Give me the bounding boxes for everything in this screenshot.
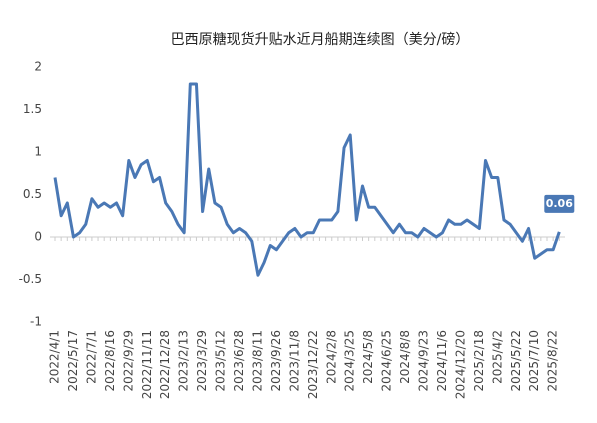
- x-tick-label: 2025/8/22: [546, 330, 560, 392]
- line: [53, 82, 561, 277]
- y-tick-label: 1.5: [23, 102, 42, 116]
- y-tick-label: 1: [34, 145, 42, 159]
- x-tick-label: 2025/4/2: [490, 330, 504, 384]
- x-tick-label: 2022/5/17: [66, 330, 80, 392]
- x-tick-label: 2025/7/10: [527, 330, 541, 392]
- x-tick-label: 2022/11/11: [140, 330, 154, 399]
- x-tick-label: 2023/6/28: [232, 330, 246, 392]
- x-tick-label: 2022/7/1: [84, 330, 98, 384]
- x-tick-label: 2023/5/12: [214, 330, 228, 392]
- x-tick-label: 2024/6/25: [380, 330, 394, 392]
- x-tick-label: 2023/12/22: [306, 330, 320, 399]
- y-tick-label: 0.5: [23, 187, 42, 201]
- value-label-box: [544, 194, 575, 213]
- x-tick-label: 2024/3/25: [343, 330, 357, 392]
- x-tick-label: 2024/12/20: [453, 330, 467, 399]
- x-tick-label: 2024/11/6: [435, 330, 449, 392]
- x-tick-label: 2024/2/8: [324, 330, 338, 384]
- x-tick-label: 2023/8/11: [250, 330, 264, 392]
- x-tick-label: 2025/5/22: [509, 330, 523, 392]
- x-tick-label: 2023/2/13: [177, 330, 191, 392]
- x-tick-label: 2022/9/29: [121, 330, 135, 392]
- x-tick-label: 2023/9/26: [269, 330, 283, 392]
- x-tick-label: 2024/9/23: [417, 330, 431, 392]
- x-tick-label: 2022/12/28: [158, 330, 172, 399]
- x-tick-label: 2023/11/8: [287, 330, 301, 392]
- x-tick-label: 2022/8/16: [103, 330, 117, 392]
- y-tick-label: -1: [30, 315, 42, 329]
- x-tick-label: 2023/3/29: [195, 330, 209, 392]
- x-tick-label: 2025/2/18: [472, 330, 486, 392]
- y-tick-label: 2: [34, 60, 42, 74]
- y-tick-label: -0.5: [19, 272, 42, 286]
- x-tick-label: 2024/5/8: [361, 330, 375, 384]
- chart-title: 巴西原糖现货升贴水近月船期连续图（美分/磅）: [171, 31, 470, 48]
- y-tick-label: 0: [34, 230, 42, 244]
- x-tick-label: 2024/8/8: [398, 330, 412, 384]
- x-tick-label: 2022/4/1: [48, 330, 62, 384]
- value-label: 0.06: [546, 197, 573, 210]
